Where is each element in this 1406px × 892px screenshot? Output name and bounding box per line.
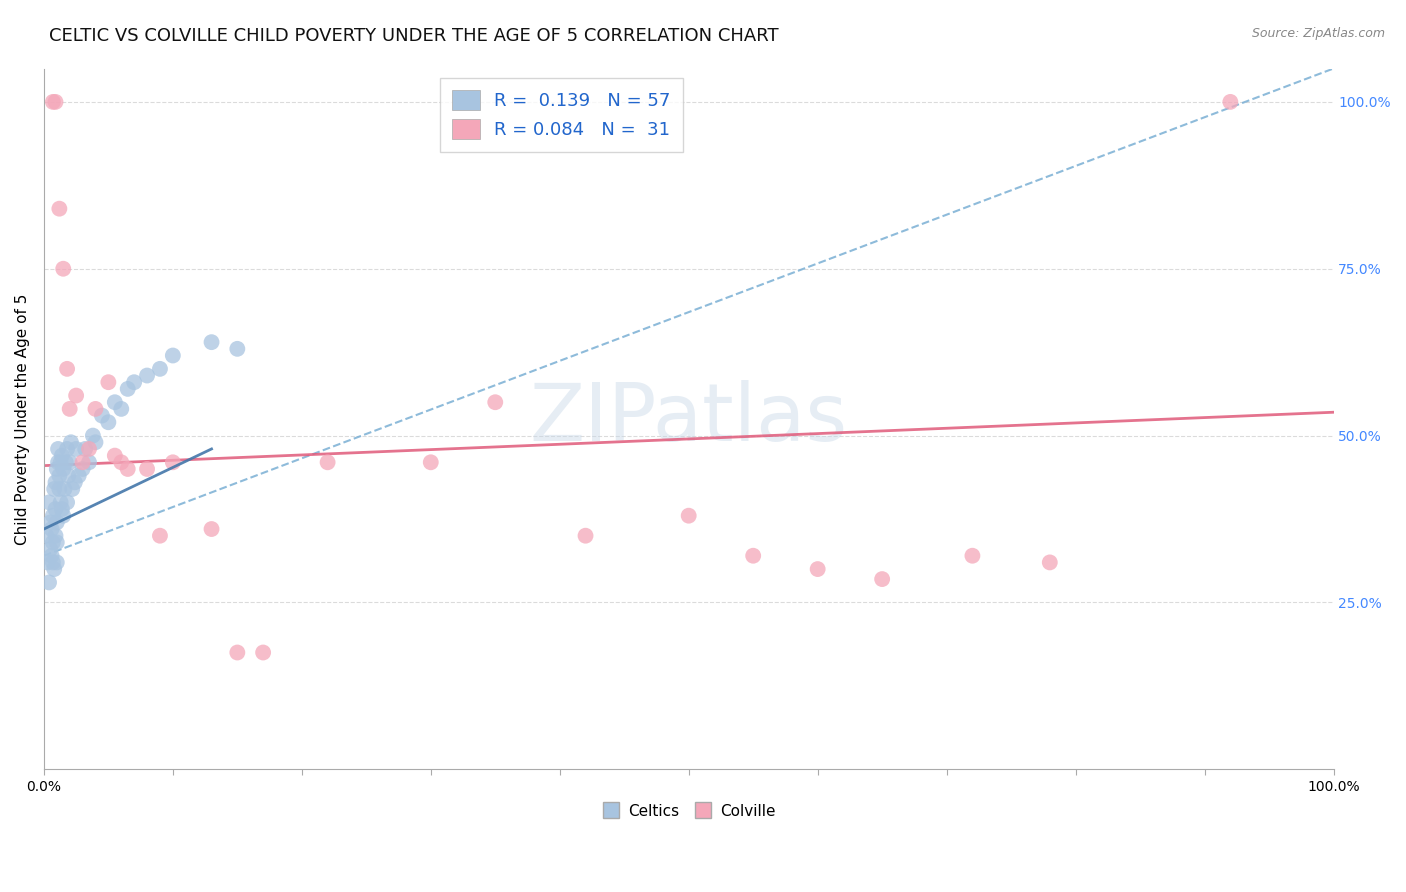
Point bbox=[97, 375, 120, 389]
Point bbox=[136, 368, 159, 383]
Point bbox=[226, 646, 249, 660]
Point bbox=[65, 442, 87, 456]
Point bbox=[46, 455, 69, 469]
Point bbox=[82, 428, 104, 442]
Point bbox=[44, 502, 66, 516]
Point bbox=[46, 442, 69, 456]
Point bbox=[117, 382, 139, 396]
Point bbox=[65, 388, 87, 402]
Point bbox=[49, 495, 72, 509]
Point bbox=[48, 482, 70, 496]
Point bbox=[44, 482, 66, 496]
Point bbox=[56, 362, 79, 376]
Point bbox=[200, 522, 222, 536]
Point bbox=[84, 401, 107, 416]
Point bbox=[51, 449, 73, 463]
Point bbox=[56, 442, 79, 456]
Point bbox=[67, 468, 90, 483]
Point bbox=[870, 572, 893, 586]
Point bbox=[52, 508, 75, 523]
Point bbox=[55, 455, 77, 469]
Point bbox=[44, 562, 66, 576]
Point bbox=[252, 646, 274, 660]
Point bbox=[44, 95, 66, 109]
Point bbox=[162, 455, 184, 469]
Text: CELTIC VS COLVILLE CHILD POVERTY UNDER THE AGE OF 5 CORRELATION CHART: CELTIC VS COLVILLE CHILD POVERTY UNDER T… bbox=[49, 27, 779, 45]
Point bbox=[44, 475, 66, 490]
Point bbox=[39, 542, 62, 557]
Point bbox=[1039, 555, 1062, 569]
Text: ZIPatlas: ZIPatlas bbox=[530, 380, 848, 458]
Point bbox=[35, 529, 58, 543]
Point bbox=[316, 455, 339, 469]
Point bbox=[149, 529, 172, 543]
Point bbox=[136, 462, 159, 476]
Point bbox=[39, 516, 62, 530]
Point bbox=[45, 535, 67, 549]
Point bbox=[75, 442, 97, 456]
Point bbox=[60, 482, 83, 496]
Point bbox=[45, 555, 67, 569]
Point bbox=[49, 455, 72, 469]
Point bbox=[226, 342, 249, 356]
Point bbox=[77, 455, 100, 469]
Point bbox=[45, 462, 67, 476]
Point bbox=[56, 495, 79, 509]
Point bbox=[51, 502, 73, 516]
Point bbox=[90, 409, 112, 423]
Y-axis label: Child Poverty Under the Age of 5: Child Poverty Under the Age of 5 bbox=[15, 293, 30, 545]
Point bbox=[678, 508, 700, 523]
Legend: Celtics, Colville: Celtics, Colville bbox=[596, 797, 782, 825]
Point bbox=[59, 455, 82, 469]
Point bbox=[59, 401, 82, 416]
Point bbox=[97, 415, 120, 429]
Point bbox=[42, 555, 65, 569]
Point bbox=[45, 516, 67, 530]
Point bbox=[484, 395, 506, 409]
Point bbox=[44, 529, 66, 543]
Point bbox=[77, 442, 100, 456]
Point bbox=[52, 261, 75, 276]
Point bbox=[37, 555, 59, 569]
Point bbox=[574, 529, 596, 543]
Point bbox=[42, 508, 65, 523]
Point bbox=[42, 535, 65, 549]
Point bbox=[48, 202, 70, 216]
Point bbox=[84, 435, 107, 450]
Point bbox=[1219, 95, 1241, 109]
Point bbox=[110, 401, 132, 416]
Point bbox=[72, 462, 94, 476]
Point bbox=[63, 475, 86, 490]
Point bbox=[117, 462, 139, 476]
Point bbox=[122, 375, 145, 389]
Point bbox=[52, 462, 75, 476]
Point bbox=[41, 549, 63, 563]
Point bbox=[807, 562, 830, 576]
Point bbox=[419, 455, 441, 469]
Point bbox=[59, 435, 82, 450]
Text: Source: ZipAtlas.com: Source: ZipAtlas.com bbox=[1251, 27, 1385, 40]
Point bbox=[38, 495, 60, 509]
Point bbox=[104, 449, 127, 463]
Point bbox=[53, 482, 76, 496]
Point bbox=[149, 362, 172, 376]
Point bbox=[38, 575, 60, 590]
Point bbox=[72, 455, 94, 469]
Point bbox=[200, 335, 222, 350]
Point bbox=[162, 349, 184, 363]
Point bbox=[58, 468, 80, 483]
Point bbox=[48, 468, 70, 483]
Point bbox=[104, 395, 127, 409]
Point bbox=[110, 455, 132, 469]
Point bbox=[962, 549, 984, 563]
Point bbox=[742, 549, 765, 563]
Point bbox=[42, 95, 65, 109]
Point bbox=[41, 522, 63, 536]
